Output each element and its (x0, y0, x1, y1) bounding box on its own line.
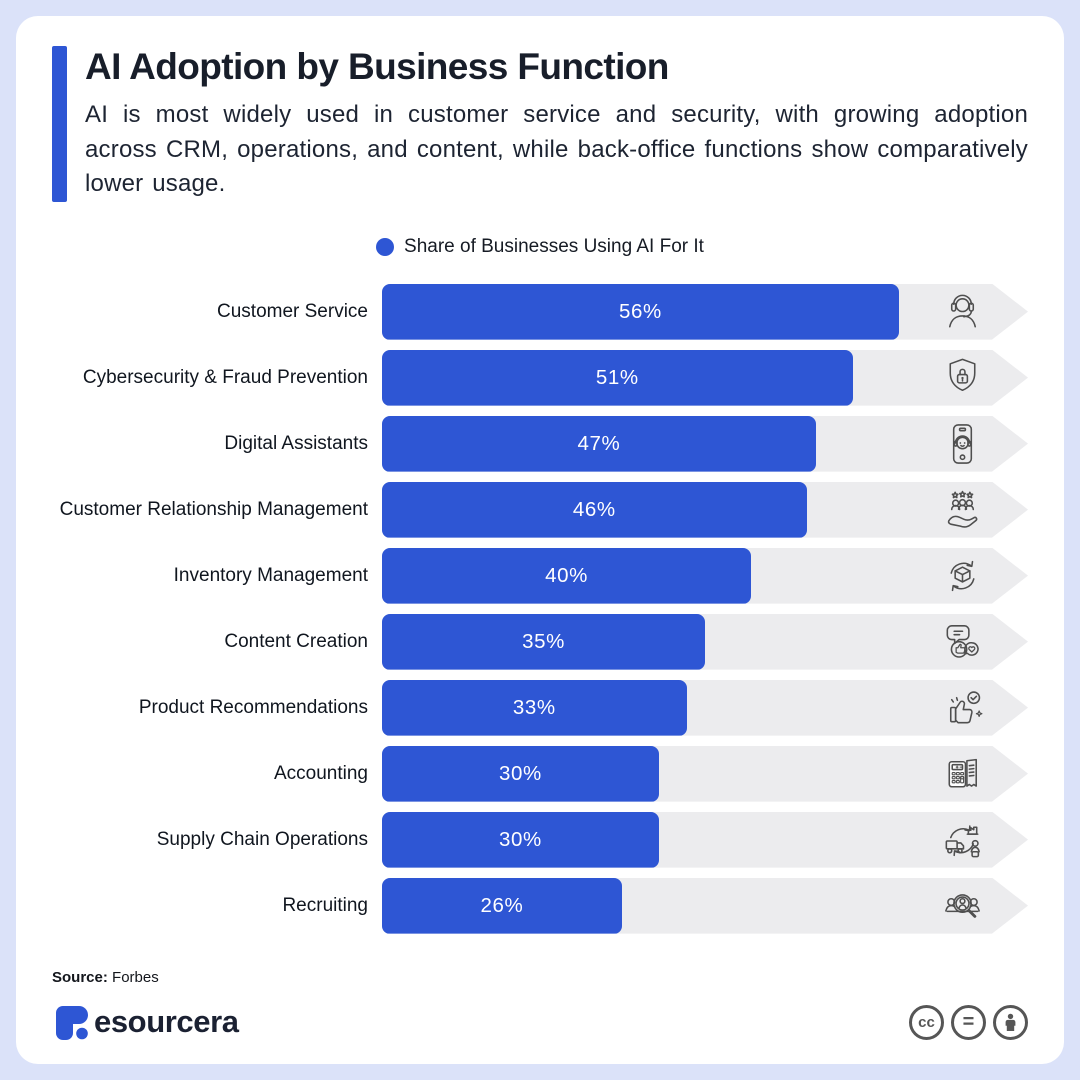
chart-row: Cybersecurity & Fraud Prevention 51% (52, 350, 1028, 406)
bar-fill: 47% (382, 416, 816, 472)
chart-row: Product Recommendations 33% (52, 680, 1028, 736)
row-label: Accounting (273, 762, 368, 784)
title-accent-bar (52, 46, 67, 202)
row-label: Customer Service (217, 300, 368, 322)
source-note: Source: Forbes (52, 969, 1028, 986)
chart-row: Customer Service 56% (52, 284, 1028, 340)
bar-track: 26% (382, 878, 1028, 934)
bar-fill: 35% (382, 614, 705, 670)
bar-value-label: 40% (545, 563, 588, 587)
bar-rows: Customer Service 56% Cybersecurity & Fra… (52, 284, 1028, 934)
row-label: Product Recommendations (138, 696, 368, 718)
chart-row: Recruiting 26% (52, 878, 1028, 934)
page-subtitle: AI is most widely used in customer servi… (85, 101, 1028, 198)
person-icon (993, 1004, 1028, 1040)
bar-value-label: 46% (572, 497, 616, 521)
bar-value-label: 51% (595, 365, 639, 389)
legend-label: Share of Businesses Using AI For It (404, 235, 704, 257)
row-label: Recruiting (282, 894, 368, 916)
chart-row: Supply Chain Operations 30% (52, 812, 1028, 868)
bar-track: 35% (382, 614, 1028, 670)
bar-value-label: 26% (480, 893, 524, 917)
chart-row: Digital Assistants 47% (52, 416, 1028, 472)
cc-icon: cc (909, 1004, 944, 1040)
phone-assistant-icon (939, 420, 986, 467)
row-label: Digital Assistants (224, 432, 368, 454)
bar-value-label: 33% (512, 695, 556, 719)
chart-row: Customer Relationship Management 46% (52, 482, 1028, 538)
hand-customers-icon (939, 486, 986, 533)
bar-track: 56% (382, 284, 1028, 340)
bar-value-label: 56% (618, 299, 662, 323)
bar-fill: 30% (382, 812, 659, 868)
chart-row: Content Creation 35% (52, 614, 1028, 670)
bar-track: 30% (382, 812, 1028, 868)
bar-value-label: 47% (577, 431, 621, 455)
bar-fill: 46% (382, 482, 807, 538)
chart-legend: Share of Businesses Using AI For It (52, 236, 1028, 258)
bar-value-label: 30% (499, 827, 542, 851)
people-search-icon (939, 882, 986, 929)
thumbs-up-check-icon (939, 684, 986, 731)
bar-track: 46% (382, 482, 1028, 538)
row-label: Content Creation (224, 630, 368, 652)
equals-icon: = (951, 1004, 986, 1040)
header: AI Adoption by Business Function AI is m… (52, 46, 1028, 202)
row-label: Supply Chain Operations (156, 828, 368, 850)
bar-fill: 30% (382, 746, 659, 802)
row-label: Cybersecurity & Fraud Prevention (82, 366, 368, 388)
bar-fill: 26% (382, 878, 622, 934)
chart-row: Accounting 30% (52, 746, 1028, 802)
bar-fill: 51% (382, 350, 853, 406)
bar-track: 51% (382, 350, 1028, 406)
row-label: Customer Relationship Management (59, 498, 368, 520)
content-bubbles-icon (939, 618, 986, 665)
row-label: Inventory Management (173, 564, 368, 586)
truck-cycle-icon (939, 816, 986, 863)
bar-track: 40% (382, 548, 1028, 604)
bar-fill: 40% (382, 548, 751, 604)
bar-track: 30% (382, 746, 1028, 802)
calculator-receipt-icon (939, 750, 986, 797)
chart-row: Inventory Management 40% (52, 548, 1028, 604)
shield-lock-icon (939, 354, 986, 401)
bar-fill: 33% (382, 680, 687, 736)
brand-logo: esourcera (52, 1002, 239, 1042)
license-badges: cc = (909, 1004, 1028, 1040)
infographic-card: AI Adoption by Business Function AI is m… (16, 16, 1064, 1064)
legend-dot-icon (376, 237, 395, 256)
bar-track: 33% (382, 680, 1028, 736)
footer: esourcera cc = (52, 1002, 1028, 1042)
bar-fill: 56% (382, 284, 899, 340)
header-text: AI Adoption by Business Function AI is m… (85, 46, 1028, 202)
brand-name: esourcera (94, 1004, 239, 1039)
source-label: Source: (52, 969, 108, 986)
bar-value-label: 35% (522, 629, 565, 653)
page-title: AI Adoption by Business Function (85, 46, 669, 87)
brand-logo-icon (56, 1006, 88, 1040)
source-value: Forbes (112, 969, 159, 986)
bar-track: 47% (382, 416, 1028, 472)
inventory-cycle-icon (939, 552, 986, 599)
customer-service-icon (939, 288, 986, 335)
bar-value-label: 30% (499, 761, 542, 785)
